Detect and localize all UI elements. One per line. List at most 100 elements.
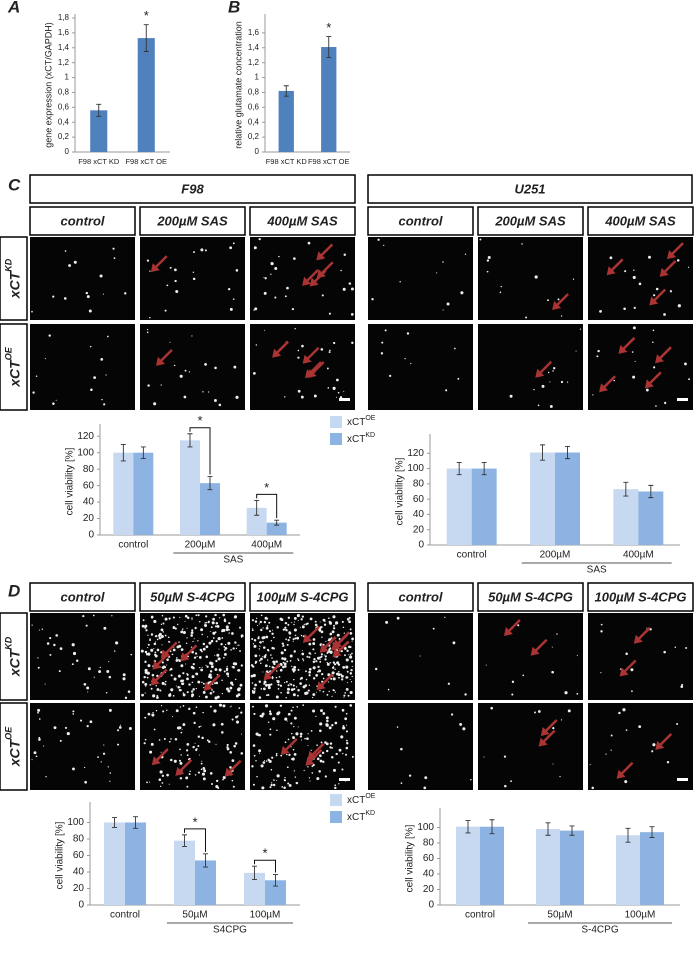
cell-dot xyxy=(90,346,91,347)
cell-dot xyxy=(222,693,223,694)
cell-dot xyxy=(174,760,177,763)
cell-dot xyxy=(103,753,105,755)
cell-dot xyxy=(236,648,237,649)
cell-dot xyxy=(401,782,403,784)
cell-dot xyxy=(268,684,271,687)
cell-dot xyxy=(295,635,297,637)
cell-dot xyxy=(445,389,447,391)
cell-dot xyxy=(338,783,339,784)
cell-dot xyxy=(328,691,329,692)
bar xyxy=(530,453,555,545)
cell-dot xyxy=(147,677,149,679)
cell-dot xyxy=(186,673,188,675)
y-tick-label: 80 xyxy=(73,834,85,845)
cell-dot xyxy=(151,616,153,618)
cell-dot xyxy=(443,309,444,310)
cell-dot xyxy=(269,713,272,716)
cell-dot xyxy=(151,714,154,717)
cell-dot xyxy=(253,784,255,786)
cell-dot xyxy=(327,662,328,663)
cell-dot xyxy=(196,688,197,689)
cell-dot xyxy=(59,670,61,672)
y-tick-label: 0,6 xyxy=(58,102,70,111)
cell-dot xyxy=(237,715,239,717)
cell-dot xyxy=(264,656,266,658)
cell-dot xyxy=(162,782,164,784)
cell-dot xyxy=(240,712,242,714)
cell-dot xyxy=(590,764,591,765)
cell-dot xyxy=(302,625,305,628)
cell-dot xyxy=(191,693,194,696)
row-label-text: xCT xyxy=(6,738,22,767)
cell-dot xyxy=(319,729,322,732)
cell-dot xyxy=(191,629,193,631)
legend-swatch xyxy=(330,416,342,428)
x-axis-label: SAS xyxy=(587,565,607,576)
cell-dot xyxy=(203,687,204,688)
cell-dot xyxy=(84,781,87,784)
cell-dot xyxy=(43,746,44,747)
cell-dot xyxy=(103,403,105,405)
micrograph xyxy=(30,237,135,320)
cell-dot xyxy=(276,729,278,731)
cell-dot xyxy=(522,675,524,677)
x-tick-label: F98 xCT OE xyxy=(125,157,167,166)
cell-dot xyxy=(265,684,268,687)
cell-dot xyxy=(37,657,38,658)
cell-dot xyxy=(559,776,560,777)
cell-dot xyxy=(288,639,290,641)
cell-dot xyxy=(120,725,121,726)
bar xyxy=(104,823,125,906)
cell-dot xyxy=(542,385,545,388)
cell-dot xyxy=(346,740,348,742)
cell-dot xyxy=(334,669,335,670)
cell-dot xyxy=(349,704,352,707)
cell-dot xyxy=(145,669,148,672)
cell-dot xyxy=(260,621,262,623)
cell-dot xyxy=(185,615,188,618)
cell-dot xyxy=(677,259,680,262)
cell-dot xyxy=(180,375,183,378)
cell-dot xyxy=(326,750,328,752)
cell-dot xyxy=(345,754,347,756)
y-tick-label: 40 xyxy=(413,509,425,520)
cell-dot xyxy=(239,627,241,629)
cell-dot xyxy=(269,734,271,736)
cell-dot xyxy=(653,294,655,296)
cell-dot xyxy=(84,767,85,768)
cell-dot xyxy=(76,660,78,662)
cell-dot xyxy=(294,622,295,623)
cell-dot xyxy=(192,619,193,620)
cell-dot xyxy=(154,729,156,731)
cell-dot xyxy=(183,694,186,697)
cell-dot xyxy=(263,277,264,278)
cell-dot xyxy=(276,695,279,698)
cell-dot xyxy=(176,659,179,662)
cell-dot xyxy=(626,729,628,731)
cell-dot xyxy=(597,350,599,352)
cell-dot xyxy=(275,660,278,663)
cell-dot xyxy=(488,256,491,259)
cell-dot xyxy=(98,670,101,673)
cell-dot xyxy=(323,678,325,680)
cell-dot xyxy=(346,725,347,726)
condition-header: 100µM S-4CPG xyxy=(594,589,686,604)
legend-name: xCT xyxy=(347,417,365,428)
cell-dot xyxy=(632,376,635,379)
cell-dot xyxy=(265,617,268,620)
cell-dot xyxy=(329,313,331,315)
cell-dot xyxy=(163,631,164,632)
cell-dot xyxy=(260,629,262,631)
cell-dot xyxy=(251,638,253,640)
cell-dot xyxy=(318,770,321,773)
cell-dot xyxy=(194,657,196,659)
cell-dot xyxy=(304,624,305,625)
cell-dot xyxy=(145,629,147,631)
cell-dot xyxy=(259,238,261,240)
x-axis-label: S-4CPG xyxy=(581,925,618,936)
cell-dot xyxy=(265,277,267,279)
cell-dot xyxy=(60,740,62,742)
cell-dot xyxy=(294,753,297,756)
cell-dot xyxy=(108,661,109,662)
cell-dot xyxy=(147,635,148,636)
